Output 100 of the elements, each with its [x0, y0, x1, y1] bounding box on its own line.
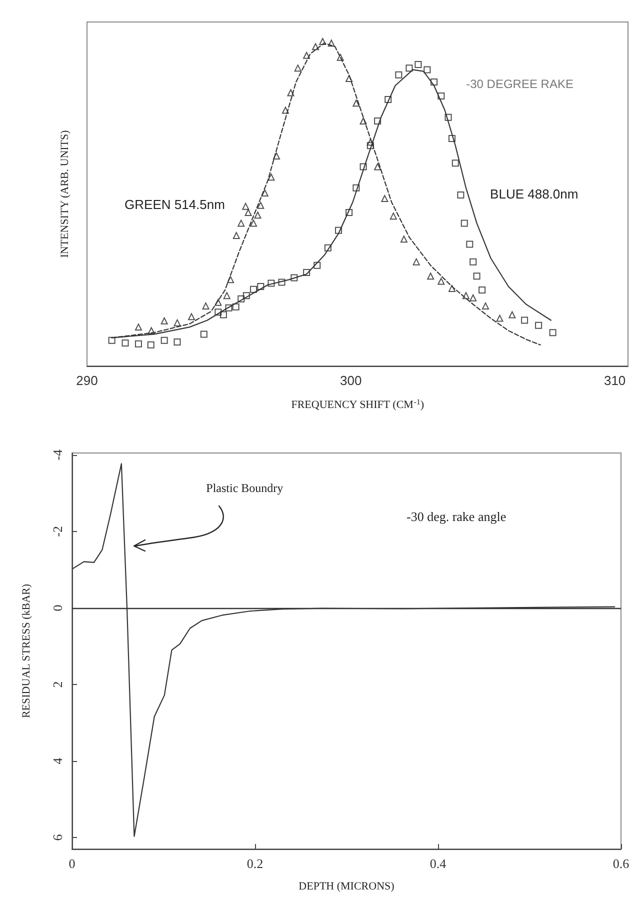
- point: [335, 226, 342, 234]
- point: [227, 276, 234, 284]
- point: [400, 236, 408, 243]
- x-tick-label: 290: [76, 373, 98, 388]
- point: [122, 339, 129, 346]
- point: [200, 330, 208, 338]
- point: [470, 294, 477, 302]
- point: [466, 240, 474, 248]
- point: [290, 274, 298, 282]
- point: [406, 64, 413, 72]
- point: [238, 295, 245, 302]
- point: [496, 314, 504, 322]
- x-tick-label: 0.6: [612, 856, 630, 871]
- point: [214, 298, 222, 306]
- point: [460, 220, 468, 227]
- point: [272, 152, 280, 160]
- point: [268, 280, 275, 287]
- point: [278, 278, 286, 286]
- point: [470, 258, 477, 266]
- series-label: GREEN 514.5nm: [124, 196, 225, 212]
- point: [254, 212, 262, 219]
- x-tick-label: 300: [340, 373, 362, 388]
- point: [448, 135, 456, 142]
- point: [303, 269, 310, 276]
- point: [225, 304, 232, 312]
- point: [462, 292, 470, 300]
- point: [174, 319, 181, 326]
- point: [328, 40, 335, 47]
- y-tick-label: 4: [50, 757, 65, 764]
- point: [188, 313, 196, 320]
- point: [257, 282, 264, 290]
- point: [108, 336, 116, 344]
- point: [521, 316, 528, 324]
- point: [457, 191, 464, 198]
- point: [134, 324, 142, 331]
- point: [287, 89, 294, 96]
- point: [232, 303, 240, 310]
- y-axis-title: RESIDUAL STRESS (kBAR): [20, 584, 32, 718]
- point: [412, 258, 420, 266]
- x-tick-label: 0: [68, 856, 76, 871]
- point: [160, 317, 168, 324]
- y-axis-title: INTENSITY (ARB. UNITS): [59, 130, 71, 258]
- point: [134, 340, 142, 348]
- point: [147, 341, 154, 348]
- point: [148, 327, 155, 334]
- point: [202, 302, 210, 310]
- point: [360, 117, 367, 124]
- point: [346, 209, 353, 216]
- point: [250, 286, 258, 293]
- point: [452, 160, 459, 167]
- x-tick-label: 0.4: [430, 856, 447, 871]
- y-tick-label: 2: [50, 681, 65, 688]
- point: [482, 302, 489, 310]
- point: [352, 184, 360, 192]
- point: [242, 292, 250, 300]
- text: BLUE 488.0nm: [490, 186, 578, 202]
- point: [366, 138, 374, 146]
- point: [438, 278, 445, 285]
- point: [381, 195, 388, 202]
- point: [430, 78, 438, 86]
- point: [414, 61, 422, 68]
- point: [160, 336, 168, 344]
- point: [220, 311, 227, 318]
- point: [473, 272, 480, 280]
- point: [390, 212, 397, 220]
- point: [366, 142, 374, 150]
- point: [324, 244, 332, 252]
- point: [174, 338, 181, 346]
- y-tick-label: 0: [50, 604, 65, 612]
- point: [535, 322, 542, 329]
- point: [238, 220, 245, 227]
- x-tick-label: 310: [604, 373, 626, 388]
- point: [374, 117, 382, 124]
- point: [549, 329, 556, 336]
- point: [508, 311, 516, 318]
- point: [314, 262, 321, 269]
- point: [312, 43, 320, 50]
- point: [250, 220, 258, 227]
- point: [444, 114, 452, 121]
- point: [424, 66, 431, 74]
- point: [352, 100, 360, 107]
- point: [261, 190, 268, 197]
- point: [268, 174, 275, 181]
- point: [214, 308, 222, 316]
- point: [223, 292, 230, 300]
- point: [346, 74, 353, 82]
- point: [395, 71, 402, 78]
- annotation: Plastic Boundry: [206, 480, 284, 495]
- y-tick-label: 6: [50, 834, 65, 841]
- point: [427, 272, 434, 280]
- point: [294, 64, 302, 72]
- point: [282, 106, 289, 114]
- point: [303, 52, 310, 59]
- annotation: -30 DEGREE RAKE: [466, 76, 574, 91]
- y-tick-label: -4: [50, 449, 65, 460]
- point: [242, 202, 250, 210]
- point: [478, 286, 486, 294]
- point: [319, 38, 326, 45]
- point: [360, 163, 367, 170]
- y-tick-label: -2: [50, 526, 65, 537]
